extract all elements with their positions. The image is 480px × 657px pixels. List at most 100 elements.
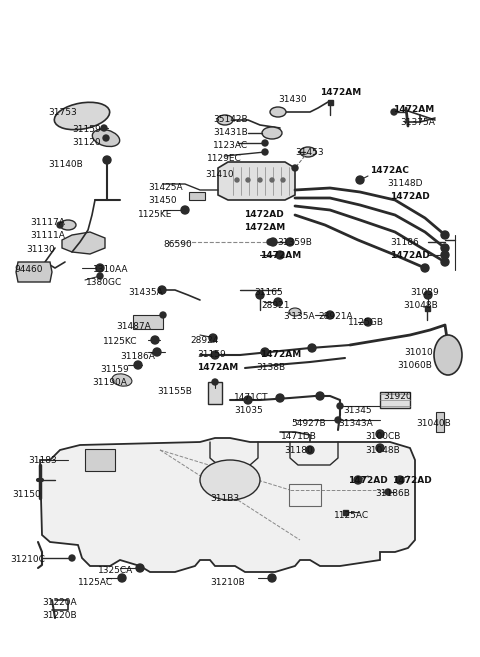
Bar bbox=[85, 449, 115, 471]
Text: 1125AC: 1125AC bbox=[78, 578, 113, 587]
Ellipse shape bbox=[434, 335, 462, 375]
Text: 1125GB: 1125GB bbox=[348, 318, 384, 327]
Circle shape bbox=[69, 555, 75, 561]
Circle shape bbox=[235, 178, 239, 182]
Text: 1471CT: 1471CT bbox=[234, 393, 268, 402]
Circle shape bbox=[274, 298, 282, 306]
Circle shape bbox=[57, 222, 63, 228]
Circle shape bbox=[356, 176, 364, 184]
Text: 31410: 31410 bbox=[205, 170, 234, 179]
Text: 31425A: 31425A bbox=[148, 183, 182, 192]
Bar bbox=[133, 315, 163, 329]
Circle shape bbox=[256, 291, 264, 299]
Text: 31430: 31430 bbox=[278, 95, 307, 104]
Text: 311B3: 311B3 bbox=[210, 494, 239, 503]
Text: 31210B: 31210B bbox=[210, 578, 245, 587]
Circle shape bbox=[101, 125, 107, 131]
Circle shape bbox=[209, 334, 217, 342]
Text: 31453: 31453 bbox=[295, 148, 324, 157]
Bar bbox=[208, 382, 222, 404]
Ellipse shape bbox=[200, 460, 260, 500]
Circle shape bbox=[153, 348, 161, 356]
Circle shape bbox=[96, 264, 104, 272]
Bar bbox=[289, 484, 321, 506]
Text: 3'135A: 3'135A bbox=[283, 312, 314, 321]
Text: 1380GC: 1380GC bbox=[86, 278, 122, 287]
Bar bbox=[189, 192, 205, 200]
Circle shape bbox=[421, 264, 429, 272]
Text: 31117A: 31117A bbox=[30, 218, 65, 227]
Text: 1310AA: 1310AA bbox=[93, 265, 129, 274]
Bar bbox=[327, 99, 333, 104]
Text: 1472AC: 1472AC bbox=[370, 166, 409, 175]
Text: 31450: 31450 bbox=[148, 196, 177, 205]
Text: 31048B: 31048B bbox=[403, 301, 438, 310]
Circle shape bbox=[270, 178, 274, 182]
Circle shape bbox=[306, 446, 314, 454]
Circle shape bbox=[134, 361, 142, 369]
Ellipse shape bbox=[54, 102, 109, 129]
Text: 31920: 31920 bbox=[383, 392, 412, 401]
Text: 31140B: 31140B bbox=[48, 160, 83, 169]
Ellipse shape bbox=[289, 308, 301, 316]
Text: 31159: 31159 bbox=[72, 125, 101, 134]
Text: 1472AM: 1472AM bbox=[244, 223, 285, 232]
Text: 1325CA: 1325CA bbox=[98, 566, 133, 575]
Text: 1472AD: 1472AD bbox=[390, 251, 430, 260]
Ellipse shape bbox=[217, 115, 233, 125]
Bar bbox=[380, 392, 410, 408]
Text: 31753: 31753 bbox=[48, 108, 77, 117]
Text: 31487A: 31487A bbox=[116, 322, 151, 331]
Circle shape bbox=[276, 251, 284, 259]
Circle shape bbox=[136, 564, 144, 572]
Text: 1472AM: 1472AM bbox=[260, 350, 301, 359]
Text: 1472AM: 1472AM bbox=[393, 105, 434, 114]
Text: 31435A: 31435A bbox=[128, 288, 163, 297]
Text: 31210C: 31210C bbox=[10, 555, 45, 564]
Text: 1125KC: 1125KC bbox=[103, 337, 137, 346]
Text: 31148D: 31148D bbox=[387, 179, 422, 188]
Ellipse shape bbox=[270, 107, 286, 117]
Text: 31120: 31120 bbox=[72, 138, 101, 147]
Circle shape bbox=[160, 312, 166, 318]
Text: 3138B: 3138B bbox=[256, 363, 285, 372]
Text: 31375A: 31375A bbox=[400, 118, 435, 127]
Text: 94460: 94460 bbox=[14, 265, 43, 274]
Bar bbox=[424, 306, 430, 311]
Text: 1123AC: 1123AC bbox=[213, 141, 248, 150]
Text: 1472AD: 1472AD bbox=[244, 210, 284, 219]
Circle shape bbox=[335, 417, 341, 423]
Circle shape bbox=[97, 273, 103, 279]
Circle shape bbox=[244, 396, 252, 404]
Text: 31359B: 31359B bbox=[277, 238, 312, 247]
Text: 31343A: 31343A bbox=[338, 419, 373, 428]
Text: 31040B: 31040B bbox=[416, 419, 451, 428]
Circle shape bbox=[292, 165, 298, 171]
Circle shape bbox=[441, 231, 449, 239]
Circle shape bbox=[269, 238, 277, 246]
Circle shape bbox=[308, 344, 316, 352]
Text: 1472AD: 1472AD bbox=[348, 476, 388, 485]
Circle shape bbox=[337, 403, 343, 409]
Circle shape bbox=[211, 351, 219, 359]
Text: 86590: 86590 bbox=[163, 240, 192, 249]
Text: 1472AD: 1472AD bbox=[392, 476, 432, 485]
Text: 28921A: 28921A bbox=[318, 312, 353, 321]
Text: 31039: 31039 bbox=[410, 288, 439, 297]
Text: 31155B: 31155B bbox=[157, 387, 192, 396]
Circle shape bbox=[376, 430, 384, 438]
Text: 1472AD: 1472AD bbox=[390, 192, 430, 201]
Text: 1471DB: 1471DB bbox=[281, 432, 317, 441]
Text: 31150: 31150 bbox=[12, 490, 41, 499]
Circle shape bbox=[424, 291, 432, 299]
Text: 31220A: 31220A bbox=[42, 598, 77, 607]
Circle shape bbox=[151, 336, 159, 344]
Text: 1125AC: 1125AC bbox=[334, 511, 369, 520]
Text: 31190A: 31190A bbox=[92, 378, 127, 387]
Text: 31060B: 31060B bbox=[397, 361, 432, 370]
Text: 31048B: 31048B bbox=[365, 446, 400, 455]
Circle shape bbox=[103, 156, 111, 164]
Bar bbox=[343, 509, 348, 514]
Text: 1472AM: 1472AM bbox=[260, 251, 301, 260]
Text: 31345: 31345 bbox=[343, 406, 372, 415]
